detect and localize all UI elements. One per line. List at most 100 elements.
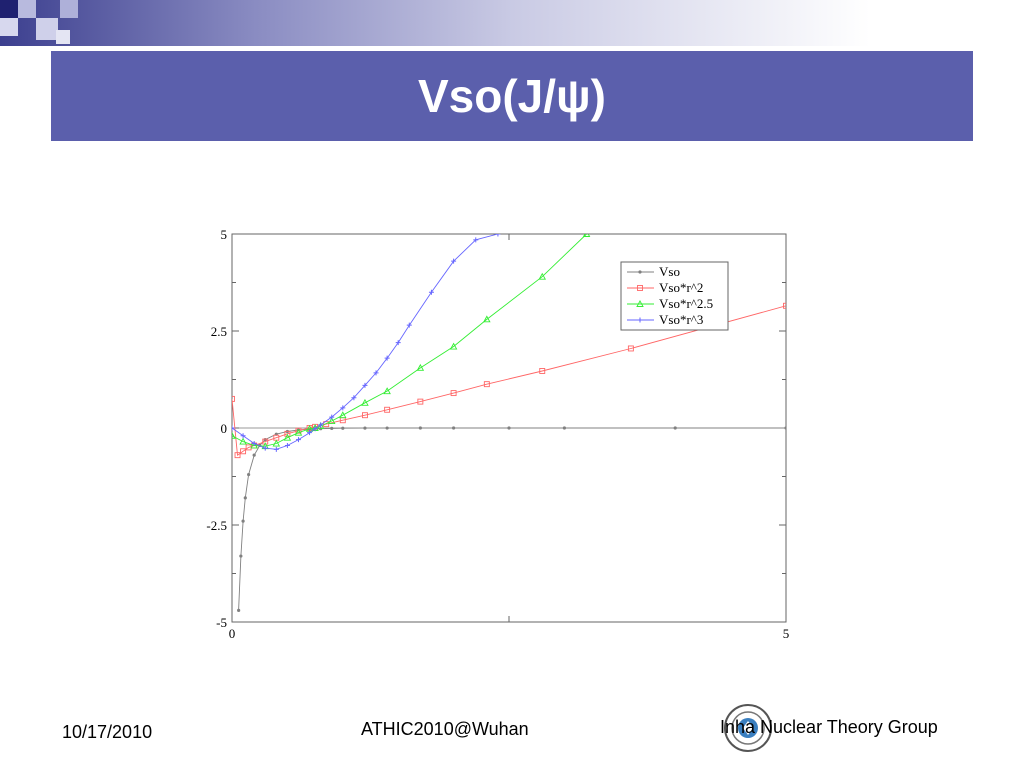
legend-entry: Vso*r^3 <box>659 312 703 327</box>
data-point <box>329 414 335 420</box>
decor-square-mid <box>60 0 78 18</box>
data-point <box>295 427 302 434</box>
data-point <box>232 425 235 431</box>
data-point <box>483 381 490 388</box>
x-tick-label: 5 <box>783 626 790 641</box>
data-point <box>361 398 369 406</box>
data-point <box>273 446 279 452</box>
data-point <box>362 382 368 388</box>
data-point <box>384 406 391 413</box>
series-vso <box>237 426 786 612</box>
data-point <box>250 441 258 449</box>
data-point <box>373 370 379 376</box>
data-point <box>449 342 458 350</box>
header-decoration <box>0 0 1024 46</box>
data-point <box>351 395 357 401</box>
data-point <box>241 519 245 523</box>
legend-entry: Vso*r^2 <box>659 280 703 295</box>
legend-entry: Vso*r^2.5 <box>659 296 713 311</box>
data-point <box>362 412 368 419</box>
data-point <box>582 234 591 237</box>
data-point <box>428 289 434 295</box>
data-point <box>262 445 268 451</box>
footer-event: ATHIC2010@Wuhan <box>361 719 529 739</box>
data-point <box>638 270 642 274</box>
data-point <box>232 395 235 402</box>
data-point <box>340 405 346 411</box>
data-point <box>363 426 367 430</box>
data-point <box>312 426 318 432</box>
data-point <box>673 426 677 430</box>
data-point <box>538 272 546 280</box>
data-point <box>243 496 247 500</box>
data-point <box>283 433 292 441</box>
university-seal-icon <box>724 704 772 752</box>
legend-box <box>620 261 729 331</box>
data-point <box>417 398 424 405</box>
decor-square-light <box>18 0 36 18</box>
series-vso-r-2-5 <box>232 234 591 450</box>
data-point <box>385 426 389 430</box>
data-point <box>562 426 566 430</box>
data-point <box>384 355 390 361</box>
data-point <box>483 315 491 323</box>
series-vso-r-3 <box>232 234 501 452</box>
data-point <box>234 452 241 459</box>
slide-title: Vso(J/ψ) <box>417 70 607 122</box>
data-point <box>636 300 644 307</box>
data-point <box>495 234 501 237</box>
y-tick-label: 2.5 <box>211 324 227 339</box>
data-point <box>507 426 511 430</box>
data-point <box>330 426 334 430</box>
data-point <box>240 433 246 439</box>
data-point <box>395 340 401 346</box>
data-point <box>239 554 243 558</box>
data-point <box>383 387 391 395</box>
series-line <box>232 234 499 450</box>
data-point <box>637 317 643 323</box>
data-point <box>784 426 786 430</box>
data-point <box>339 411 347 419</box>
data-point <box>539 368 546 374</box>
footer-group: Inha Nuclear Theory Group <box>720 717 938 737</box>
data-point <box>318 422 324 428</box>
data-point <box>473 237 479 243</box>
decor-square-dark <box>0 0 18 18</box>
legend-entry: Vso <box>659 264 680 279</box>
data-point <box>418 426 422 430</box>
data-point <box>247 472 251 477</box>
data-point <box>252 453 256 457</box>
series-line <box>232 234 587 447</box>
data-point <box>341 426 345 430</box>
y-tick-label: -2.5 <box>206 518 227 533</box>
data-point <box>232 431 236 439</box>
data-point <box>284 442 290 448</box>
data-point <box>627 345 634 352</box>
x-tick-label: 0 <box>229 626 236 641</box>
data-point <box>272 439 281 447</box>
y-tick-label: 5 <box>221 227 228 242</box>
y-tick-label: -5 <box>216 615 227 630</box>
footer-date: 10/17/2010 <box>62 722 153 742</box>
decor-square-light <box>36 18 58 40</box>
decor-square-light <box>56 30 70 44</box>
data-point <box>239 437 247 445</box>
data-point <box>284 430 291 437</box>
data-point <box>450 390 457 397</box>
decor-square-light <box>0 18 18 36</box>
data-point <box>452 426 456 430</box>
data-point <box>295 437 301 443</box>
data-point <box>406 322 412 328</box>
series-line <box>238 427 786 611</box>
data-point <box>294 428 303 436</box>
title-bar: Vso(J/ψ) <box>51 51 973 141</box>
data-point <box>637 285 643 291</box>
data-point <box>783 302 786 309</box>
data-point <box>307 430 313 436</box>
data-point <box>323 421 330 428</box>
data-point <box>240 448 247 455</box>
data-point <box>237 608 241 612</box>
data-point <box>327 417 336 424</box>
y-tick-label: 0 <box>221 421 228 436</box>
